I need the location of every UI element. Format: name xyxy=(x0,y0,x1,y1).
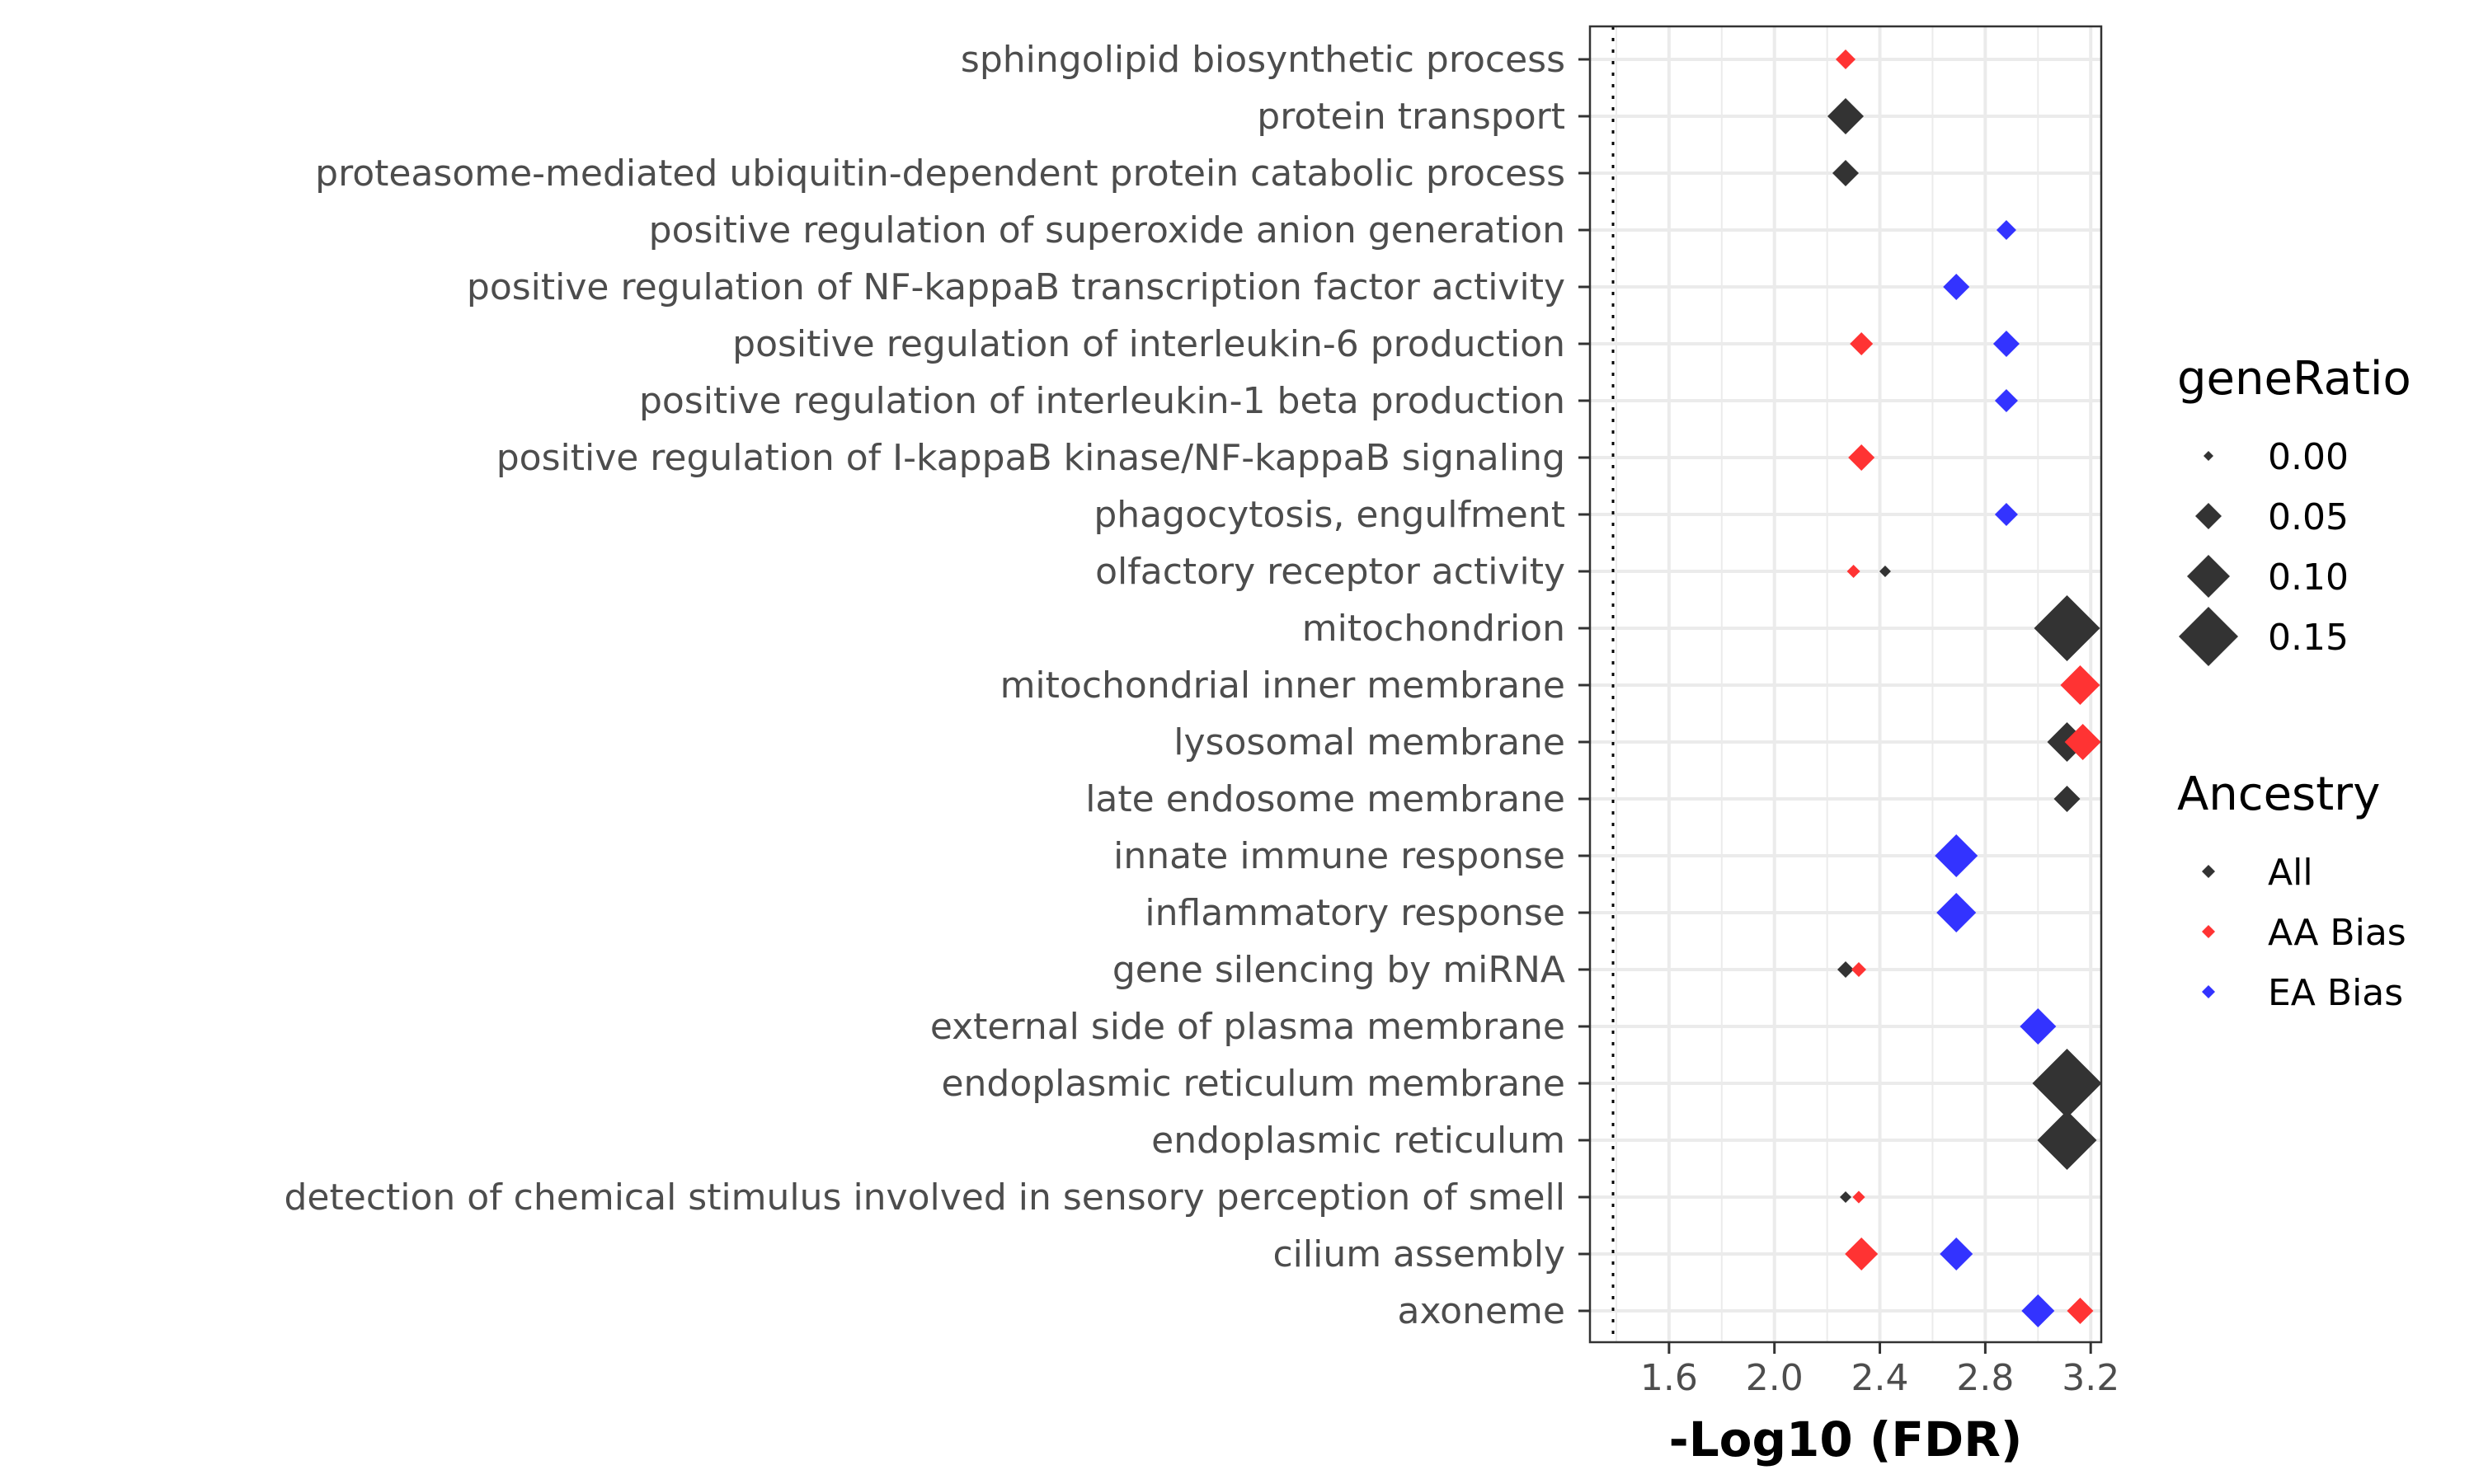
legend-title: geneRatio xyxy=(2177,352,2411,406)
data-point xyxy=(1840,1191,1851,1203)
data-point xyxy=(1935,834,1978,877)
data-point xyxy=(1992,331,2020,357)
data-point xyxy=(2060,665,2100,705)
data-point xyxy=(1994,389,2018,412)
y-tick-label: innate immune response xyxy=(1113,835,1565,877)
data-point xyxy=(1940,1237,1973,1270)
data-point xyxy=(1851,962,1866,977)
x-axis-title: -Log10 (FDR) xyxy=(1669,1411,2023,1468)
data-point xyxy=(1936,893,1977,932)
y-tick-label: proteasome-mediated ubiquitin-dependent … xyxy=(315,153,1565,195)
legend-size-key xyxy=(2179,607,2238,666)
data-point xyxy=(1837,961,1854,978)
y-tick-label: axoneme xyxy=(1398,1290,1565,1332)
y-tick-label: positive regulation of interleukin-1 bet… xyxy=(639,380,1565,422)
legend-label: 0.05 xyxy=(2268,496,2349,538)
data-point xyxy=(2053,786,2081,812)
y-tick-label: positive regulation of interleukin-6 pro… xyxy=(732,323,1565,365)
y-tick-label: gene silencing by miRNA xyxy=(1112,949,1565,991)
legend-ancestry: Ancestry All AA Bias EA Bias xyxy=(2177,768,2406,1014)
legend-label: All xyxy=(2268,852,2313,894)
y-tick-label: lysosomal membrane xyxy=(1174,721,1565,763)
y-tick-label: protein transport xyxy=(1257,96,1565,138)
x-tick-label: 2.4 xyxy=(1851,1357,1909,1399)
legend-color-key xyxy=(2202,865,2215,878)
data-point xyxy=(1848,444,1875,471)
legend-label: AA Bias xyxy=(2268,912,2406,954)
data-point xyxy=(2034,595,2100,661)
legend-generatio: geneRatio 0.00 0.05 0.10 0.15 xyxy=(2177,352,2411,666)
x-tick-label: 1.6 xyxy=(1640,1357,1698,1399)
y-axis: sphingolipid biosynthetic process protein… xyxy=(285,39,1590,1332)
data-point xyxy=(2064,724,2101,760)
data-point xyxy=(1827,98,1864,134)
data-point xyxy=(2037,1111,2097,1170)
legend-size-key xyxy=(2195,503,2222,529)
y-tick-label: inflammatory response xyxy=(1145,892,1565,934)
legend-label: 0.00 xyxy=(2268,436,2349,478)
y-tick-label: positive regulation of NF-kappaB transcr… xyxy=(467,266,1565,308)
x-tick-label: 2.0 xyxy=(1746,1357,1804,1399)
data-point xyxy=(1852,1190,1865,1204)
data-point xyxy=(1994,503,2018,526)
y-tick-label: mitochondrial inner membrane xyxy=(1000,665,1565,707)
legend-label: EA Bias xyxy=(2268,972,2403,1014)
y-tick-label: sphingolipid biosynthetic process xyxy=(961,39,1565,81)
y-tick-label: endoplasmic reticulum membrane xyxy=(941,1063,1565,1105)
data-point xyxy=(2020,1008,2057,1045)
data-point xyxy=(1846,565,1860,578)
legend-color-key xyxy=(2202,925,2215,938)
legend-size-key xyxy=(2187,555,2230,598)
legend-color-key xyxy=(2202,985,2215,998)
data-point xyxy=(2032,1049,2102,1118)
legend-label: 0.15 xyxy=(2268,617,2349,659)
y-tick-label: mitochondrion xyxy=(1302,608,1565,650)
data-point xyxy=(2021,1294,2055,1327)
data-points xyxy=(1827,49,2102,1327)
legend-label: 0.10 xyxy=(2268,556,2349,599)
legend-title: Ancestry xyxy=(2177,768,2380,821)
x-tick-label: 2.8 xyxy=(1956,1357,2014,1399)
data-point xyxy=(1836,49,1856,69)
x-tick-label: 3.2 xyxy=(2062,1357,2119,1399)
data-point xyxy=(1996,220,2016,240)
y-tick-label: endoplasmic reticulum xyxy=(1151,1120,1565,1162)
y-tick-label: olfactory receptor activity xyxy=(1095,551,1565,593)
x-axis: 1.6 2.0 2.4 2.8 3.2 xyxy=(1640,1342,2119,1399)
y-tick-label: positive regulation of superoxide anion … xyxy=(649,209,1565,251)
data-point xyxy=(2067,1298,2094,1324)
y-tick-label: late endosome membrane xyxy=(1085,778,1565,820)
y-tick-label: positive regulation of I-kappaB kinase/N… xyxy=(496,437,1565,479)
data-point xyxy=(1850,332,1874,355)
y-tick-label: detection of chemical stimulus involved … xyxy=(285,1176,1566,1219)
data-point xyxy=(1845,1237,1879,1270)
y-tick-label: cilium assembly xyxy=(1272,1233,1565,1275)
data-point xyxy=(1832,160,1859,186)
data-point xyxy=(1879,566,1891,577)
legend-size-key xyxy=(2204,451,2213,461)
y-tick-label: phagocytosis, engulfment xyxy=(1094,494,1565,536)
y-tick-label: external side of plasma membrane xyxy=(930,1006,1565,1048)
data-point xyxy=(1943,274,1970,300)
